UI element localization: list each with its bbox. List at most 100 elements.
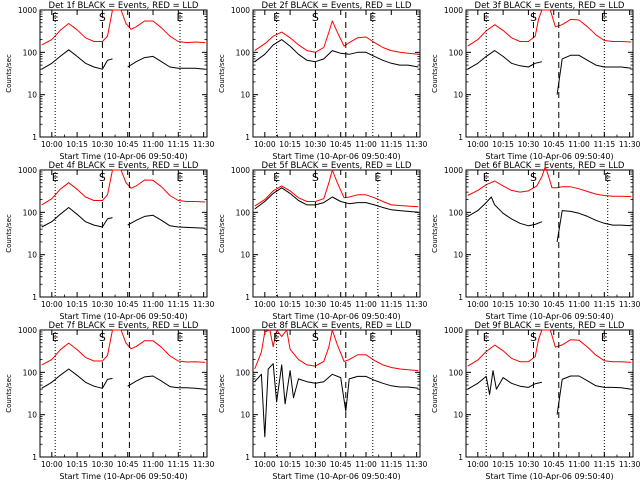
y-tick-label: 1000 bbox=[18, 166, 37, 175]
x-tick-label: 10:15 bbox=[492, 140, 514, 149]
marker-label: E bbox=[483, 11, 490, 24]
y-axis-label: Counts/sec bbox=[218, 214, 226, 253]
x-tick-label: 10:00 bbox=[467, 140, 489, 149]
marker-label: E bbox=[177, 331, 184, 344]
panel-det-9: Det 9f BLACK = Events, RED = LLD Counts/s… bbox=[431, 321, 640, 480]
x-tick-label: 10:15 bbox=[279, 300, 301, 309]
y-tick-label: 1 bbox=[245, 453, 250, 462]
events-series-line bbox=[556, 210, 632, 242]
plot-frame bbox=[465, 329, 634, 458]
x-axis-label: Start Time (10-Apr-06 09:50:40) bbox=[59, 312, 187, 321]
x-tick-label: 10:15 bbox=[66, 460, 88, 469]
events-series-line bbox=[556, 375, 632, 415]
x-tick-label: 11:00 bbox=[355, 140, 377, 149]
y-tick-label: 100 bbox=[449, 208, 464, 217]
x-tick-label: 10:45 bbox=[543, 300, 565, 309]
x-tick-label: 10:30 bbox=[305, 140, 327, 149]
x-tick-label: 10:30 bbox=[92, 460, 114, 469]
x-tick-label: 10:00 bbox=[254, 300, 276, 309]
y-tick-label: 1000 bbox=[18, 326, 37, 335]
y-axis-label: Counts/sec bbox=[5, 54, 13, 93]
y-tick-label: 1 bbox=[32, 453, 37, 462]
x-tick-label: 11:15 bbox=[168, 460, 190, 469]
x-tick-label: 11:30 bbox=[619, 460, 640, 469]
x-tick-label: 10:45 bbox=[543, 460, 565, 469]
y-tick-label: 100 bbox=[23, 368, 38, 377]
x-tick-label: 10:45 bbox=[117, 140, 139, 149]
y-tick-label: 100 bbox=[23, 208, 38, 217]
x-axis-label: Start Time (10-Apr-06 09:50:40) bbox=[272, 472, 400, 480]
x-tick-label: 10:45 bbox=[330, 300, 352, 309]
y-tick-label: 100 bbox=[449, 48, 464, 57]
marker-label: E bbox=[483, 331, 490, 344]
x-tick-label: 11:15 bbox=[594, 300, 616, 309]
y-tick-label: 1 bbox=[458, 293, 463, 302]
y-tick-label: 100 bbox=[23, 48, 38, 57]
x-tick-label: 10:00 bbox=[467, 300, 489, 309]
y-tick-label: 1000 bbox=[231, 166, 250, 175]
x-tick-label: 11:15 bbox=[168, 300, 190, 309]
marker-label: E bbox=[177, 11, 184, 24]
y-tick-label: 1000 bbox=[444, 6, 463, 15]
y-axis-label: Counts/sec bbox=[218, 374, 226, 413]
y-tick-label: 1000 bbox=[444, 326, 463, 335]
x-tick-label: 11:30 bbox=[193, 460, 215, 469]
plot-frame bbox=[252, 169, 421, 298]
y-tick-label: 1 bbox=[245, 293, 250, 302]
y-tick-label: 10 bbox=[453, 411, 463, 420]
marker-label: E bbox=[273, 11, 280, 24]
y-tick-label: 100 bbox=[236, 368, 251, 377]
events-series-line bbox=[467, 196, 543, 227]
marker-label: S bbox=[530, 171, 537, 184]
x-tick-label: 11:00 bbox=[355, 460, 377, 469]
marker-label: S bbox=[99, 331, 106, 344]
x-tick-label: 10:45 bbox=[117, 460, 139, 469]
x-tick-label: 11:30 bbox=[406, 300, 428, 309]
lld-series-line bbox=[254, 20, 419, 55]
lld-series-line bbox=[41, 9, 206, 46]
plot-frame bbox=[252, 9, 421, 138]
y-tick-label: 100 bbox=[449, 368, 464, 377]
events-series-line bbox=[41, 368, 113, 389]
marker-label: E bbox=[601, 11, 608, 24]
x-tick-label: 11:30 bbox=[193, 300, 215, 309]
y-axis-label: Counts/sec bbox=[218, 54, 226, 93]
panel-title: Det 7f BLACK = Events, RED = LLD bbox=[49, 321, 199, 331]
y-tick-label: 1000 bbox=[231, 6, 250, 15]
y-tick-label: 1 bbox=[32, 293, 37, 302]
panel-title: Det 2f BLACK = Events, RED = LLD bbox=[262, 1, 412, 11]
lld-series-line bbox=[467, 329, 632, 367]
x-tick-label: 11:00 bbox=[142, 460, 164, 469]
events-series-line bbox=[467, 370, 543, 395]
plot-frame bbox=[252, 329, 421, 458]
x-tick-label: 11:30 bbox=[193, 140, 215, 149]
x-tick-label: 10:45 bbox=[330, 460, 352, 469]
x-tick-label: 10:00 bbox=[254, 460, 276, 469]
plot-frame bbox=[465, 9, 634, 138]
y-tick-label: 10 bbox=[240, 251, 250, 260]
y-tick-label: 100 bbox=[236, 208, 251, 217]
marker-label: S bbox=[530, 11, 537, 24]
panel-title: Det 6f BLACK = Events, RED = LLD bbox=[475, 161, 625, 171]
panel-title: Det 8f BLACK = Events, RED = LLD bbox=[262, 321, 412, 331]
events-series-line bbox=[127, 375, 206, 390]
lld-series-line bbox=[41, 329, 206, 366]
x-tick-label: 10:15 bbox=[66, 300, 88, 309]
panel-det-7: Det 7f BLACK = Events, RED = LLD Counts/s… bbox=[5, 321, 215, 480]
x-tick-label: 11:15 bbox=[594, 460, 616, 469]
plot-frame bbox=[465, 169, 634, 298]
plot-frame bbox=[39, 9, 208, 138]
panel-title: Det 5f BLACK = Events, RED = LLD bbox=[262, 161, 412, 171]
y-tick-label: 1000 bbox=[231, 326, 250, 335]
x-tick-label: 10:45 bbox=[330, 140, 352, 149]
x-axis-label: Start Time (10-Apr-06 09:50:40) bbox=[59, 472, 187, 480]
x-tick-label: 10:30 bbox=[305, 300, 327, 309]
x-tick-label: 11:15 bbox=[168, 140, 190, 149]
x-tick-label: 11:15 bbox=[381, 460, 403, 469]
marker-label: E bbox=[369, 331, 376, 344]
x-tick-label: 10:30 bbox=[518, 140, 540, 149]
x-axis-label: Start Time (10-Apr-06 09:50:40) bbox=[59, 152, 187, 161]
x-axis-label: Start Time (10-Apr-06 09:50:40) bbox=[485, 152, 613, 161]
y-tick-label: 1 bbox=[32, 133, 37, 142]
